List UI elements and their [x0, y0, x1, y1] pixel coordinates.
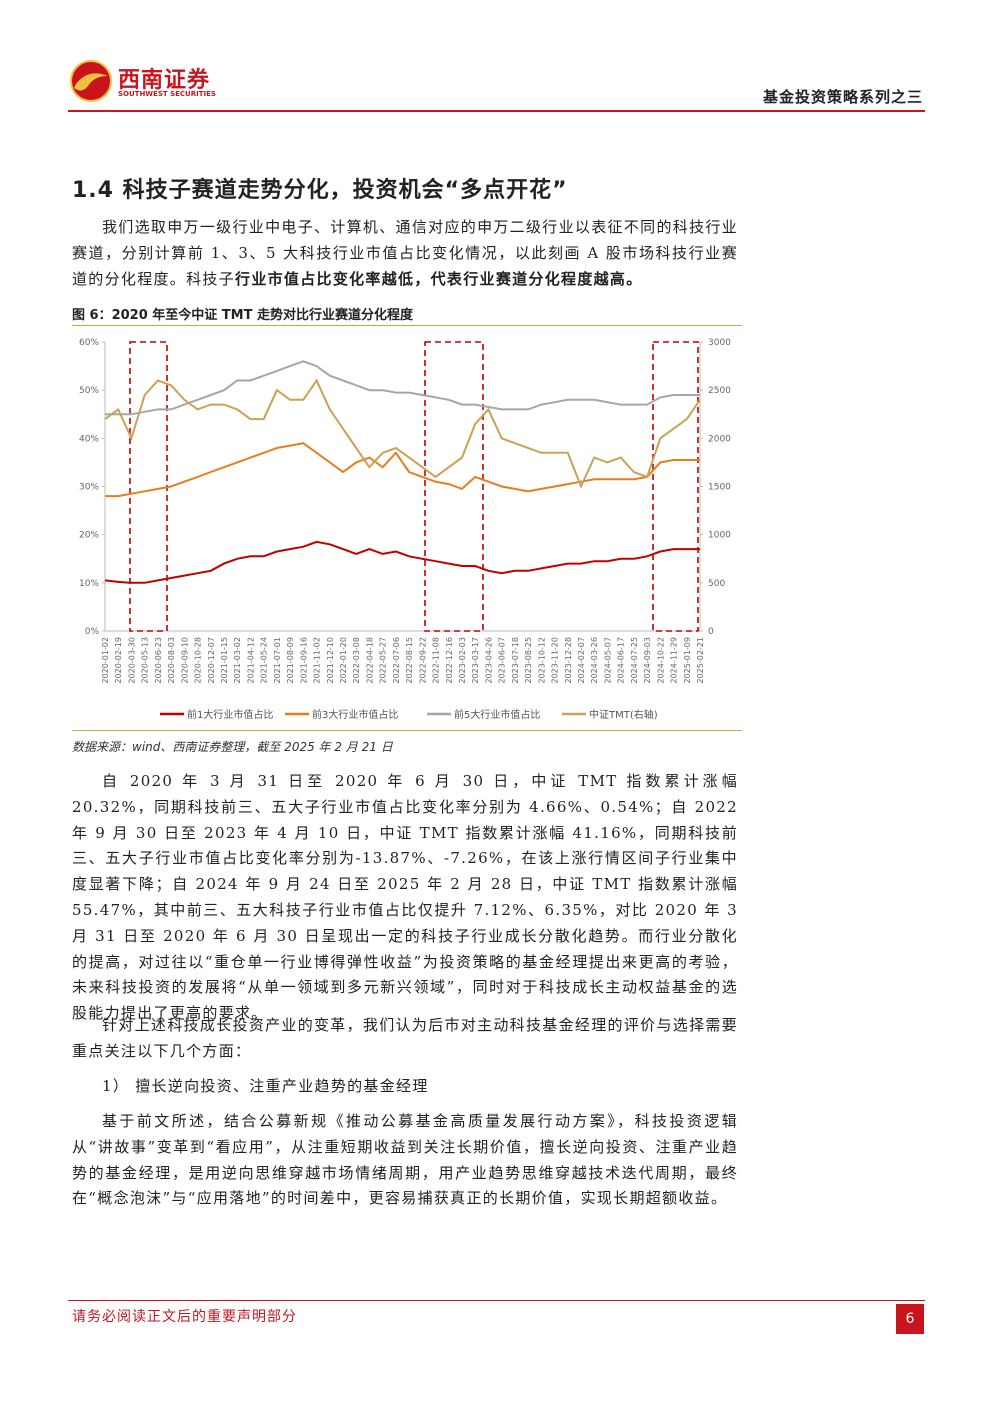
x-tick-label: 2020-09-10	[180, 637, 189, 684]
highlight-box	[652, 341, 699, 632]
x-tick-label: 2024-11-29	[670, 637, 679, 684]
x-tick-label: 2021-11-02	[313, 637, 322, 684]
y-tick-label: 50%	[79, 386, 99, 396]
x-tick-label: 2020-03-30	[127, 637, 136, 684]
series-line	[104, 540, 700, 584]
x-tick-label: 2025-01-09	[683, 637, 692, 684]
y-tick-label: 60%	[79, 338, 99, 348]
x-tick-label: 2021-01-15	[220, 637, 229, 684]
figure-title: 图 6：2020 年至今中证 TMT 走势对比行业赛道分化程度	[72, 308, 414, 323]
x-tick-label: 2024-07-25	[630, 637, 639, 684]
highlight-box	[129, 341, 168, 632]
x-tick-label: 2021-12-10	[326, 637, 335, 684]
x-tick-label: 2024-02-07	[577, 637, 586, 684]
x-tick-label: 2022-11-08	[432, 637, 441, 684]
x-tick-label: 2020-08-03	[167, 637, 176, 684]
x-tick-label: 2021-07-01	[273, 637, 282, 684]
legend-label: 中证TMT(右轴)	[589, 708, 658, 721]
x-tick-label: 2022-03-08	[352, 637, 361, 684]
header-rule	[68, 110, 925, 112]
x-tick-label: 2020-02-19	[114, 637, 123, 684]
y2-tick-label: 2500	[708, 386, 731, 396]
y2-tick-label: 0	[708, 627, 714, 637]
x-tick-label: 2021-09-16	[299, 637, 308, 684]
logo-cn: 西南证券	[118, 67, 211, 93]
page-number: 6	[896, 1304, 924, 1334]
x-tick-label: 2020-01-02	[101, 637, 110, 684]
logo-en: SOUTHWEST SECURITIES	[118, 90, 216, 98]
x-tick-label: 2021-04-12	[246, 637, 255, 684]
paragraph: 自 2020 年 3 月 31 日至 2020 年 6 月 30 日，中证 TM…	[72, 772, 738, 1023]
x-tick-label: 2022-07-06	[392, 637, 401, 684]
y-tick-label: 30%	[79, 483, 99, 493]
y2-tick-label: 1000	[708, 531, 731, 541]
series-line	[105, 442, 700, 498]
source: 数据来源：wind、西南证券整理，截至 2025 年 2 月 21 日	[72, 740, 393, 754]
section-title: 1.4 科技子赛道走势分化，投资机会“多点开花”	[72, 178, 568, 203]
bold-text: 行业市值占比变化率越低，代表行业赛道分化程度越高。	[235, 269, 643, 288]
chart: 0% 10% 20% 30% 40% 50% 60% 0 500 1000 1500 2000 2500…	[79, 338, 731, 721]
x-tick-label: 2022-01-20	[339, 637, 348, 684]
x-tick-label: 2023-06-07	[498, 637, 507, 684]
x-tick-label: 2020-06-23	[154, 637, 163, 684]
x-tick-label: 2023-11-20	[551, 637, 560, 684]
x-tick-label: 2023-07-18	[511, 637, 520, 684]
text: 我们选取申万一级行业中电子、计算机、通信对应的申万二级行业以表征不同的科技行业赛…	[72, 218, 738, 288]
legend-label: 前3大行业市值占比	[312, 708, 398, 721]
x-tick-label: 2021-08-09	[286, 637, 295, 684]
x-tick-label: 2022-05-27	[379, 637, 388, 684]
paragraph: 针对上述科技成长投资产业的变革，我们认为后市对主动科技基金经理的评价与选择需要重…	[72, 1016, 738, 1060]
x-tick-label: 2023-08-25	[524, 637, 533, 684]
y-tick-label: 10%	[79, 579, 99, 589]
series-title: 基金投资策略系列之三	[762, 88, 923, 106]
x-tick-label: 2023-02-03	[458, 637, 467, 684]
x-tick-label: 2023-04-26	[484, 637, 493, 684]
y2-tick-label: 1500	[708, 483, 731, 493]
list-item: 1） 擅长逆向投资、注重产业趋势的基金经理	[102, 1077, 429, 1095]
x-tick-label: 2024-10-22	[656, 637, 665, 684]
x-tick-label: 2024-06-17	[617, 637, 626, 684]
x-tick-label: 2021-03-02	[233, 637, 242, 684]
legend-label: 前1大行业市值占比	[187, 708, 273, 721]
y2-tick-label: 3000	[708, 338, 731, 348]
y-tick-label: 0%	[85, 627, 100, 637]
y-tick-label: 20%	[79, 531, 99, 541]
figure-rule	[72, 325, 742, 326]
logo-mark	[70, 60, 112, 102]
x-tick-label: 2022-12-16	[445, 637, 454, 684]
x-tick-label: 2022-04-18	[365, 637, 374, 684]
series-line	[105, 360, 700, 416]
x-tick-label: 2023-12-28	[564, 637, 573, 684]
y2-tick-label: 500	[708, 579, 725, 589]
x-tick-label: 2024-09-03	[643, 637, 652, 684]
x-tick-label: 2020-10-28	[194, 637, 203, 684]
figure-rule	[72, 730, 742, 731]
x-tick-label: 2024-05-07	[603, 637, 612, 684]
legend-label: 前5大行业市值占比	[454, 708, 540, 721]
paragraph: 基于前文所述，结合公募新规《推动公募基金高质量发展行动方案》，科技投资逻辑从“讲…	[72, 1112, 738, 1208]
footer-rule	[68, 1300, 925, 1301]
x-tick-label: 2023-03-17	[471, 637, 480, 684]
y-tick-label: 40%	[79, 434, 99, 444]
highlight-box	[424, 341, 484, 632]
x-tick-label: 2020-05-13	[141, 637, 150, 684]
x-tick-label: 2021-05-24	[260, 637, 269, 684]
x-tick-label: 2023-10-12	[537, 637, 546, 684]
x-tick-label: 2022-08-15	[405, 637, 414, 684]
x-tick-label: 2020-12-07	[207, 637, 216, 684]
footer-notice: 请务必阅读正文后的重要声明部分	[72, 1309, 297, 1325]
paragraph: 我们选取申万一级行业中电子、计算机、通信对应的申万二级行业以表征不同的科技行业赛…	[72, 215, 738, 292]
x-tick-label: 2024-03-26	[590, 637, 599, 684]
series-line	[104, 378, 701, 490]
y2-tick-label: 2000	[708, 434, 731, 444]
x-tick-label: 2022-09-22	[418, 637, 427, 684]
x-tick-label: 2025-02-21	[696, 637, 705, 684]
